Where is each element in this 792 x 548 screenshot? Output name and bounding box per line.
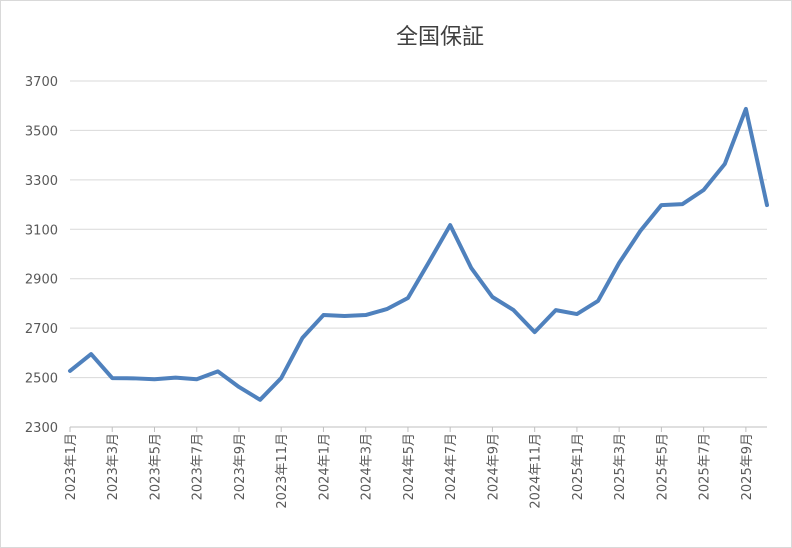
line-series (68, 106, 769, 402)
y-tick-label: 2300 (25, 421, 58, 436)
y-tick-label: 2900 (25, 273, 58, 288)
x-tick-label: 2024年7月 (444, 433, 459, 500)
y-tick-label: 2700 (25, 322, 58, 337)
x-tick-label: 2023年1月 (64, 433, 79, 500)
y-tick-label: 3300 (25, 174, 58, 189)
x-tick-label: 2025年1月 (571, 433, 586, 500)
x-tick-label: 2024年3月 (360, 433, 375, 500)
x-tick-label: 2025年9月 (740, 433, 755, 500)
x-tick-label: 2024年11月 (529, 433, 544, 509)
chart-title: 全国保証 (396, 25, 484, 50)
x-tick-label: 2023年7月 (191, 433, 206, 500)
x-tick-label: 2024年9月 (486, 433, 501, 500)
x-tick-label: 2025年5月 (655, 433, 670, 500)
y-tick-label: 3500 (25, 124, 58, 139)
x-tick-label: 2023年11月 (275, 433, 290, 509)
y-tick-label: 3700 (25, 75, 58, 90)
y-tick-label: 2500 (25, 372, 58, 387)
x-tick-label: 2024年1月 (317, 433, 332, 500)
y-tick-label: 3100 (25, 223, 58, 238)
x-tick-label: 2025年3月 (613, 433, 628, 500)
x-tick-label: 2023年9月 (233, 433, 248, 500)
x-tick-label: 2025年7月 (698, 433, 713, 500)
x-tick-label: 2024年5月 (402, 433, 417, 500)
x-tick-label: 2023年5月 (148, 433, 163, 500)
x-tick-label: 2023年3月 (106, 433, 121, 500)
